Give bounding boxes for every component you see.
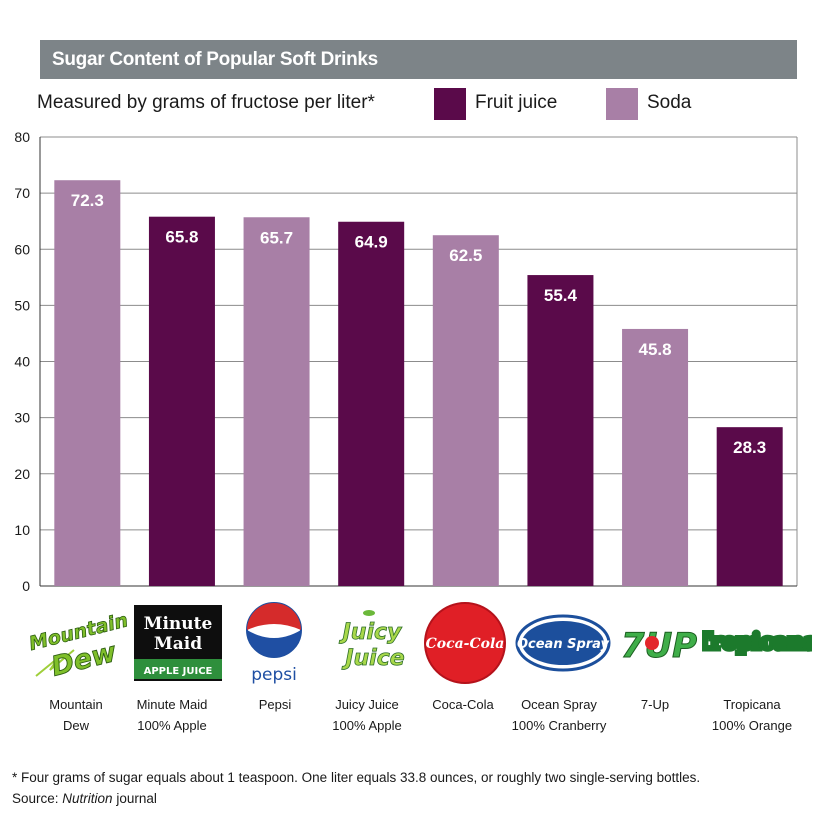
pepsi-logo: pepsi xyxy=(236,598,312,688)
svg-text:7UP: 7UP xyxy=(621,626,697,666)
y-tick-label: 80 xyxy=(14,129,30,145)
legend-swatch-soda xyxy=(606,88,638,120)
footnote-text: * Four grams of sugar equals about 1 tea… xyxy=(12,770,701,785)
coca-cola-logo: Coca-Cola xyxy=(422,598,508,688)
legend-swatch-fruit-juice xyxy=(434,88,466,120)
category-label-tropicana: Tropicana 100% Orange xyxy=(711,697,793,733)
bar xyxy=(527,275,594,586)
bar-value-label: 64.9 xyxy=(355,233,388,252)
svg-text:Juicy: Juicy xyxy=(339,620,403,645)
bar xyxy=(622,328,689,586)
y-tick-label: 30 xyxy=(14,410,30,426)
y-tick-label: 60 xyxy=(14,241,30,257)
svg-text:Minute: Minute xyxy=(144,614,213,634)
svg-text:Juice: Juice xyxy=(341,646,404,671)
category-label-juicy-juice: Juicy Juice 100% Apple xyxy=(332,697,402,733)
bar xyxy=(716,427,783,586)
chart-title: Sugar Content of Popular Soft Drinks xyxy=(40,40,797,79)
category-label-pepsi: Pepsi xyxy=(258,697,292,712)
bar-value-label: 65.7 xyxy=(260,228,293,247)
category-label-mountain-dew: Mountain Dew xyxy=(49,697,103,733)
category-label-coca-cola: Coca-Cola xyxy=(432,697,494,712)
legend-label-fruit-juice: Fruit juice xyxy=(475,92,558,113)
bar xyxy=(54,180,121,586)
juicy-juice-logo: Juicy Juice xyxy=(325,598,419,688)
mountain-dew-logo: Mountain Dew xyxy=(28,598,132,688)
y-tick-label: 50 xyxy=(14,297,30,313)
y-tick-label: 40 xyxy=(14,354,30,370)
svg-text:APPLE JUICE: APPLE JUICE xyxy=(144,666,213,677)
source-line: Source: Nutrition journal xyxy=(12,791,157,806)
y-tick-label: 0 xyxy=(22,578,30,594)
bar xyxy=(338,221,405,586)
bar xyxy=(432,235,499,586)
bar-chart: 0 10 20 30 40 50 60 70 80 72.3 65.8 65.7 64.9 62.5 55.… xyxy=(14,129,798,594)
bar-value-label: 55.4 xyxy=(544,286,578,305)
category-label-minute-maid: Minute Maid 100% Apple xyxy=(136,697,208,733)
svg-text:Coca-Cola: Coca-Cola xyxy=(426,636,505,652)
y-tick-label: 10 xyxy=(14,522,30,538)
minute-maid-logo: Minute Maid APPLE JUICE xyxy=(133,598,223,688)
bar xyxy=(148,216,215,586)
ocean-spray-logo: Ocean Spray xyxy=(513,598,613,688)
y-tick-label: 70 xyxy=(14,185,30,201)
svg-text:Tropicana: Tropicana xyxy=(702,629,812,655)
bar-value-label: 28.3 xyxy=(733,438,766,457)
bar-value-label: 45.8 xyxy=(639,340,672,359)
svg-text:Tropicana: Tropicana xyxy=(702,629,812,655)
bar-value-label: 62.5 xyxy=(449,246,482,265)
svg-text:Maid: Maid xyxy=(154,634,202,654)
category-label-ocean-spray: Ocean Spray 100% Cranberry xyxy=(511,697,607,733)
svg-text:pepsi: pepsi xyxy=(251,665,297,685)
bar-value-label: 72.3 xyxy=(71,191,104,210)
y-tick-label: 20 xyxy=(14,466,30,482)
bar-value-label: 65.8 xyxy=(165,228,198,247)
tropicana-logo: Tropicana Tropicana xyxy=(702,598,812,688)
category-label-seven-up: 7-Up xyxy=(640,697,670,712)
chart-subtitle: Measured by grams of fructose per liter* xyxy=(37,92,375,113)
footnote: * Four grams of sugar equals about 1 tea… xyxy=(12,767,700,809)
legend-label-soda: Soda xyxy=(647,92,692,113)
seven-up-logo: 7UP xyxy=(615,598,705,688)
bar xyxy=(243,217,310,587)
svg-text:Ocean Spray: Ocean Spray xyxy=(517,637,610,652)
